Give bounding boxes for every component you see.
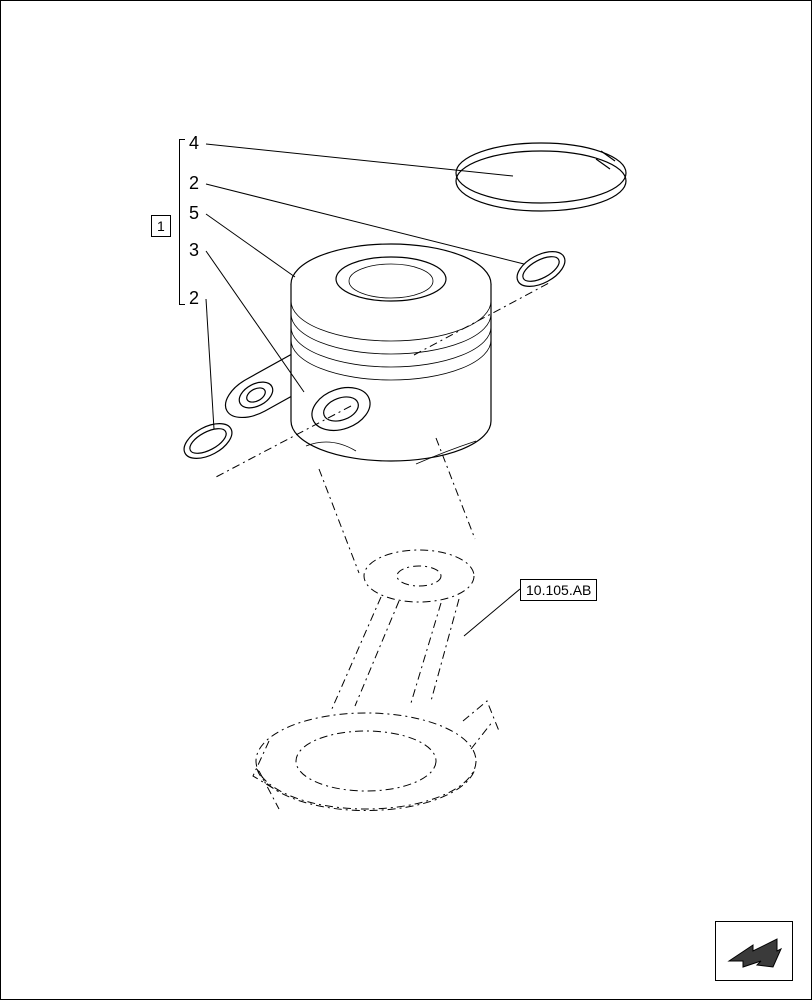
ref-circlip-b: 2: [189, 289, 199, 307]
part-connecting-rod: [253, 550, 499, 811]
ref-circlip-a: 2: [189, 174, 199, 192]
artwork-layer: [1, 1, 812, 1001]
ref-ring-kit: 4: [189, 134, 199, 152]
part-ring-kit: [456, 143, 626, 211]
linked-section-label: 10.105.AB: [526, 582, 591, 598]
linked-section-box[interactable]: 10.105.AB: [520, 579, 597, 601]
next-page-icon[interactable]: [715, 921, 793, 981]
assembly-ref-box: 1: [151, 215, 171, 237]
ref-pin: 3: [189, 241, 199, 259]
assembly-ref: 1: [157, 218, 165, 234]
part-circlip-left: [178, 416, 237, 465]
assembly-bracket: [179, 139, 185, 305]
ref-piston: 5: [189, 204, 199, 222]
diagram-canvas: 1 4 2 5 3 2 10.105.AB: [0, 0, 812, 1000]
part-piston: [291, 244, 491, 464]
part-circlip-right: [511, 244, 570, 293]
